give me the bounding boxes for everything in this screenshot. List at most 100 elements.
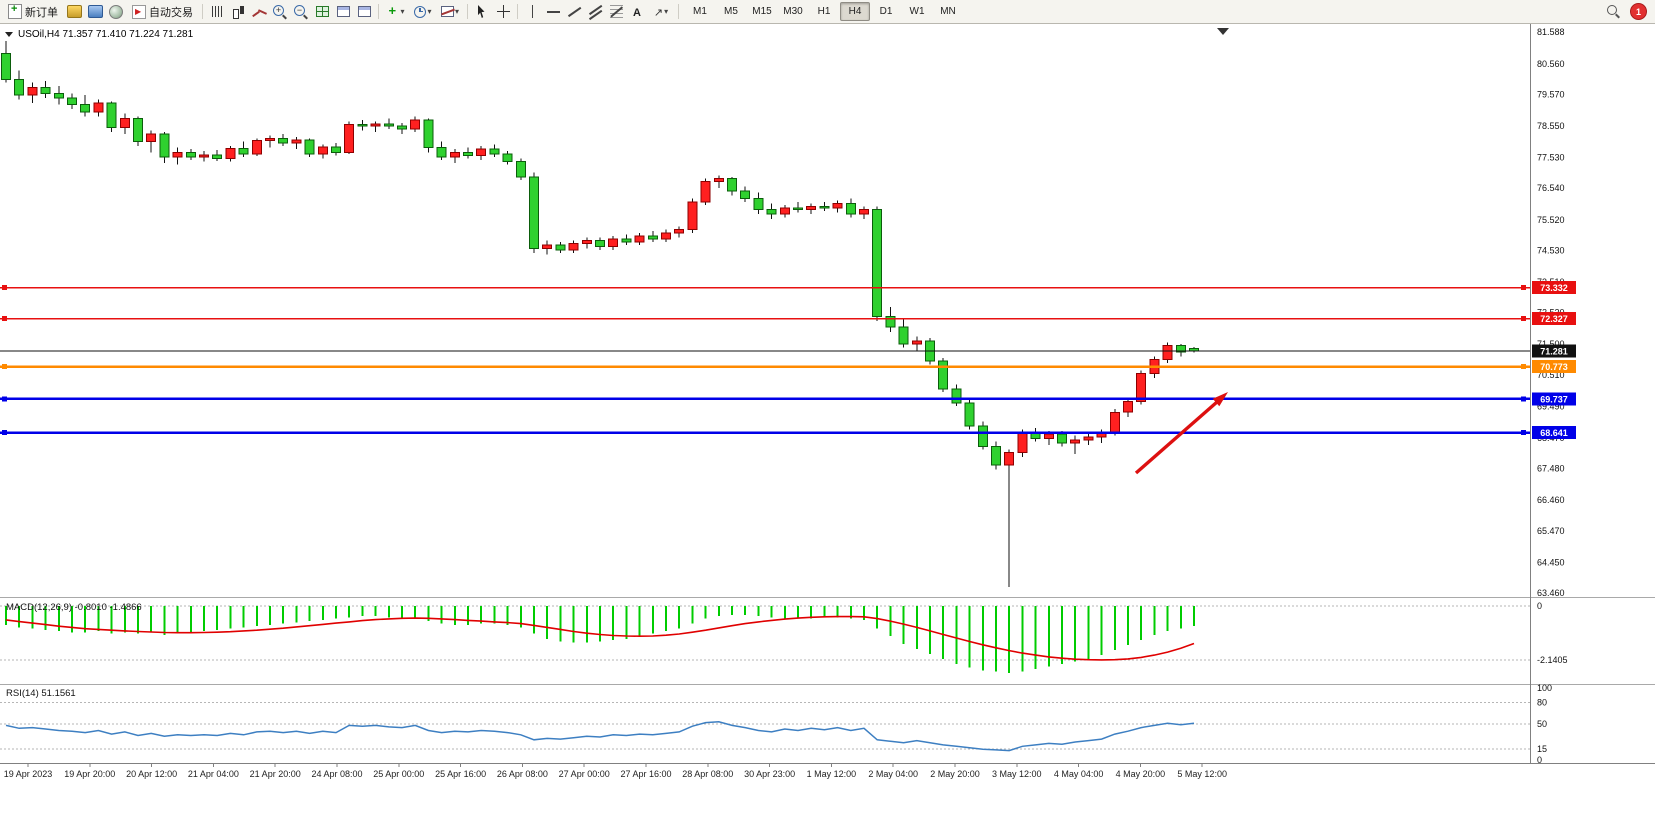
- macd-signal-line: [5, 615, 1195, 661]
- candle-down: [845, 202, 856, 215]
- macd-axis-label: -2.1405: [1537, 655, 1568, 665]
- line-handle[interactable]: [2, 285, 7, 290]
- time-axis-label: 21 Apr 20:00: [250, 769, 301, 779]
- candle-down: [67, 97, 77, 105]
- candle-down: [740, 190, 751, 200]
- line-handle[interactable]: [2, 396, 7, 402]
- candle-down: [885, 315, 896, 328]
- timeframe-button-mn[interactable]: MN: [940, 6, 956, 17]
- line-handle[interactable]: [2, 316, 7, 322]
- candle-up: [674, 229, 685, 234]
- arrows-button[interactable]: [648, 2, 674, 22]
- candle-down: [951, 388, 962, 404]
- crosshair-button[interactable]: [493, 2, 513, 22]
- text-label-button[interactable]: [627, 2, 647, 22]
- cascade-windows-button[interactable]: [333, 2, 353, 22]
- zoom-in-icon: [273, 4, 287, 19]
- candle-down: [1, 52, 11, 81]
- line-handle[interactable]: [2, 430, 7, 436]
- line-handle[interactable]: [1521, 430, 1526, 436]
- arrange-windows-button[interactable]: [354, 2, 374, 22]
- fibonacci-button[interactable]: [606, 2, 626, 22]
- candlestick-chart-icon: [232, 5, 245, 19]
- candle-up: [370, 123, 381, 127]
- candle-up: [700, 181, 711, 203]
- time-axis-label: 20 Apr 12:00: [126, 769, 177, 779]
- notification-badge[interactable]: 1: [1630, 3, 1647, 20]
- macd-axis-label: 0: [1537, 601, 1542, 611]
- cursor-button[interactable]: [472, 2, 492, 22]
- price-axis-label: 74.530: [1537, 245, 1565, 255]
- collapse-triangle-icon[interactable]: [5, 32, 13, 37]
- candle-up: [93, 102, 104, 113]
- trendline-button[interactable]: [564, 2, 584, 22]
- templates-button[interactable]: [437, 2, 463, 22]
- main-chart-plot[interactable]: [0, 24, 1530, 597]
- price-axis-label: 66.460: [1537, 495, 1565, 505]
- trend-arrow[interactable]: [1134, 400, 1219, 475]
- search-icon: [1606, 5, 1620, 18]
- timeframe-button-m5[interactable]: M5: [724, 6, 738, 17]
- price-axis-label: 69.490: [1537, 401, 1565, 411]
- timeframe-button-m1[interactable]: M1: [693, 6, 707, 17]
- auto-trading-icon: [132, 4, 146, 19]
- auto-trading-button[interactable]: 自动交易: [127, 2, 198, 22]
- price-badge: [1532, 360, 1576, 374]
- line-handle[interactable]: [1521, 364, 1526, 370]
- candle-up: [661, 232, 671, 240]
- time-axis-zone[interactable]: [0, 764, 1655, 808]
- timeframe-button-m15[interactable]: M15: [752, 6, 772, 17]
- line-handle[interactable]: [2, 364, 7, 370]
- horizontal-line-button[interactable]: [543, 2, 563, 22]
- candle-down: [766, 209, 777, 215]
- candle-down: [529, 176, 539, 249]
- candle-up: [27, 86, 38, 96]
- time-axis-label: 21 Apr 04:00: [188, 769, 239, 779]
- periods-button[interactable]: [410, 2, 436, 22]
- candlestick-chart-button[interactable]: [228, 2, 248, 22]
- timeframe-button-h4[interactable]: H4: [840, 2, 870, 21]
- new-order-button[interactable]: 新订单: [3, 2, 63, 22]
- candle-up: [265, 137, 275, 142]
- candle-down: [515, 161, 526, 178]
- chart-title: USOil,H4 71.357 71.410 71.224 71.281: [18, 29, 194, 40]
- zoom-out-button[interactable]: [291, 2, 311, 22]
- auto-trading-label: 自动交易: [149, 6, 193, 19]
- timeframe-button-w1[interactable]: W1: [909, 6, 925, 17]
- candle-down: [185, 151, 196, 158]
- channel-button[interactable]: [585, 2, 605, 22]
- timeframe-button-h1[interactable]: H1: [817, 6, 831, 17]
- zoom-in-button[interactable]: [270, 2, 290, 22]
- price-axis-label: 79.570: [1537, 90, 1565, 100]
- search-button[interactable]: [1603, 2, 1623, 22]
- timeframe-button-d1[interactable]: D1: [879, 6, 893, 17]
- main-toolbar: 新订单 自动交易 M1 M5 M15 M30 H1 H4 D1 W1 MN 1: [0, 0, 1655, 24]
- price-axis-label: 71.500: [1537, 339, 1565, 349]
- line-handle[interactable]: [1521, 316, 1526, 322]
- candle-up: [1017, 431, 1028, 453]
- price-axis-label: 77.530: [1537, 153, 1565, 163]
- candle-up: [779, 207, 790, 215]
- chart-shift-marker[interactable]: [1217, 28, 1229, 35]
- status-circle-icon: [109, 4, 123, 19]
- candle-down: [819, 206, 830, 209]
- candle-down: [397, 125, 407, 130]
- rsi-label: RSI(14) 51.1561: [6, 688, 76, 699]
- bar-chart-button[interactable]: [207, 2, 227, 22]
- vertical-line-button[interactable]: [522, 2, 542, 22]
- symbols-button[interactable]: [64, 2, 84, 22]
- line-handle[interactable]: [1521, 285, 1526, 290]
- chart-window: 81.588 80.560 79.570 78.550 77.530 76.540 75.5…: [0, 24, 1655, 828]
- timeframe-button-m30[interactable]: M30: [783, 6, 803, 17]
- line-handle[interactable]: [1521, 396, 1526, 402]
- time-axis-label: 28 Apr 08:00: [682, 769, 733, 779]
- price-axis-label: 75.520: [1537, 215, 1565, 225]
- tile-windows-button[interactable]: [312, 2, 332, 22]
- trend-arrow-head: [1212, 392, 1228, 407]
- indicators-button[interactable]: [383, 2, 409, 22]
- candle-down: [212, 154, 223, 160]
- market-depth-button[interactable]: [85, 2, 105, 22]
- algo-status-button[interactable]: [106, 2, 126, 22]
- line-chart-button[interactable]: [249, 2, 269, 22]
- macd-panel[interactable]: [0, 599, 1530, 683]
